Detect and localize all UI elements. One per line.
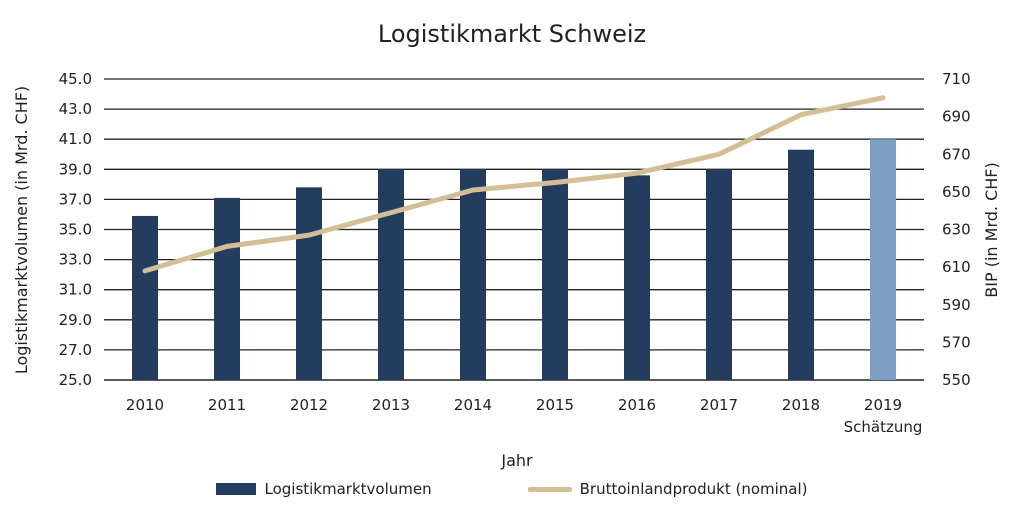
bar [706, 169, 732, 380]
x-tick-label: 2011 [208, 396, 246, 414]
right-axis-ticks: 550 570 590 610 630 650 670 690 710 [942, 70, 971, 389]
chart-title: Logistikmarkt Schweiz [377, 20, 647, 48]
bip-line [142, 95, 886, 274]
right-axis-label: BIP (in Mrd. CHF) [982, 162, 1001, 297]
bar [132, 215, 158, 380]
x-tick-label: 2017 [700, 396, 738, 414]
x-tick-label: 2010 [126, 396, 164, 414]
x-tick-label: 2015 [536, 396, 574, 414]
left-axis-label: Logistikmarktvolumen (in Mrd. CHF) [12, 86, 31, 374]
x-axis-ticks: 2010 2011 2012 2013 2014 2015 2016 2017 2018 2019… [126, 396, 922, 436]
right-tick-label: 630 [942, 221, 971, 239]
left-tick-label: 33.0 [59, 251, 92, 269]
legend-item-bars: Logistikmarktvolumen [216, 480, 432, 498]
left-tick-label: 43.0 [59, 100, 92, 118]
left-tick-label: 35.0 [59, 221, 92, 239]
x-tick-label: 2012 [290, 396, 328, 414]
legend-item-line: Bruttoinlandprodukt (nominal) [527, 480, 808, 498]
x-tick-label: 2019 [864, 396, 902, 414]
x-tick-sublabel: Schätzung [844, 418, 923, 436]
right-tick-label: 670 [942, 145, 971, 163]
right-tick-label: 650 [942, 183, 971, 201]
right-tick-label: 690 [942, 108, 971, 126]
bar [460, 169, 486, 380]
x-tick-label: 2018 [782, 396, 820, 414]
left-tick-label: 39.0 [59, 160, 92, 178]
left-tick-label: 25.0 [59, 371, 92, 389]
gridlines [104, 78, 924, 381]
right-tick-label: 550 [942, 371, 971, 389]
bar [624, 175, 650, 380]
bar [214, 197, 240, 380]
legend-label-line: Bruttoinlandprodukt (nominal) [579, 480, 808, 498]
left-tick-label: 29.0 [59, 311, 92, 329]
x-axis-label: Jahr [500, 451, 533, 470]
x-tick-label: 2014 [454, 396, 492, 414]
bar [378, 169, 404, 380]
legend: Logistikmarktvolumen Bruttoinlandprodukt… [0, 480, 1024, 498]
bar [870, 139, 896, 380]
legend-line-swatch [527, 486, 572, 492]
right-tick-label: 590 [942, 296, 971, 314]
x-tick-label: 2016 [618, 396, 656, 414]
bar [788, 149, 814, 380]
left-tick-label: 45.0 [59, 70, 92, 88]
left-axis-ticks: 25.0 27.0 29.0 31.0 33.0 35.0 37.0 39.0 41.0 43.0… [59, 70, 92, 389]
legend-bar-swatch [216, 483, 257, 495]
right-tick-label: 610 [942, 258, 971, 276]
left-tick-label: 27.0 [59, 341, 92, 359]
left-tick-label: 41.0 [59, 130, 92, 148]
right-tick-label: 710 [942, 70, 971, 88]
bar-series [132, 139, 896, 380]
left-tick-label: 37.0 [59, 190, 92, 208]
right-tick-label: 570 [942, 333, 971, 351]
legend-label-bars: Logistikmarktvolumen [264, 480, 432, 498]
line-series [142, 95, 886, 274]
x-tick-label: 2013 [372, 396, 410, 414]
bar [296, 187, 322, 380]
bar [542, 169, 568, 380]
left-tick-label: 31.0 [59, 281, 92, 299]
